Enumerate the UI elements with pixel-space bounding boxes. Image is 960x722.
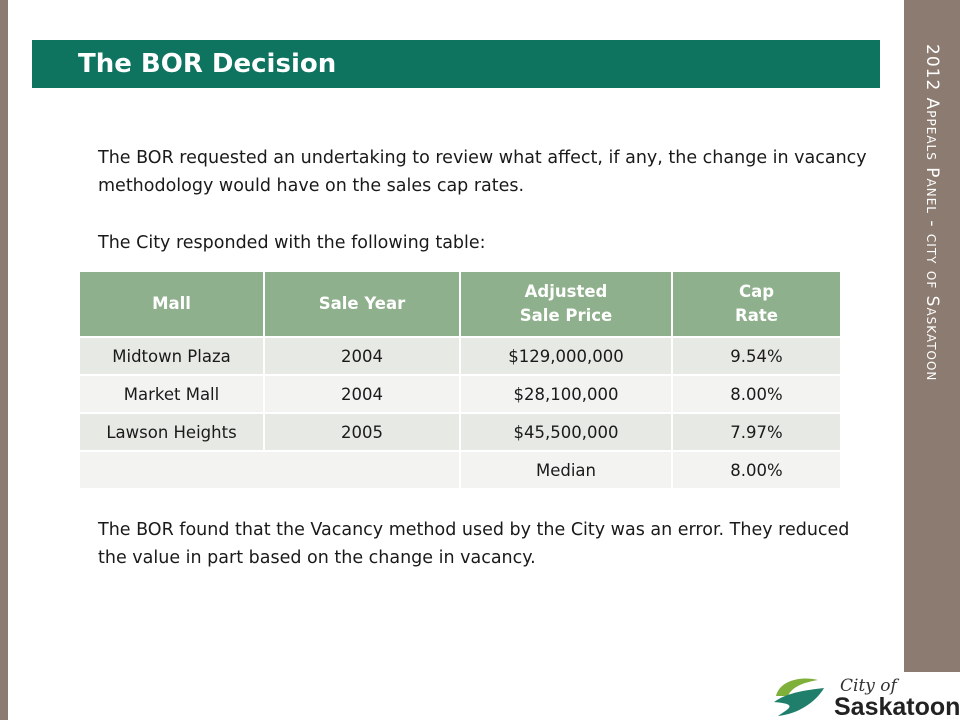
- median-row: Median 8.00%: [80, 450, 840, 488]
- title-bar: The BOR Decision: [32, 40, 880, 88]
- cell-price: $45,500,000: [460, 412, 673, 451]
- table-row: Lawson Heights 2005 $45,500,000 7.97%: [80, 412, 840, 451]
- cell-cap: 8.00%: [672, 374, 840, 413]
- right-side-bar: [904, 0, 960, 672]
- table-header-row: Mall Sale Year Adjusted Sale Price Cap R…: [80, 272, 840, 337]
- cell-cap: 7.97%: [672, 412, 840, 451]
- cell-price: $28,100,000: [460, 374, 673, 413]
- response-paragraph: The City responded with the following ta…: [98, 233, 486, 253]
- median-label: Median: [460, 450, 673, 488]
- cell-mall: Market Mall: [80, 374, 265, 413]
- intro-paragraph: The BOR requested an undertaking to revi…: [98, 148, 867, 196]
- cell-year: 2004: [264, 336, 461, 375]
- header-price-line2: Sale Price: [519, 306, 613, 325]
- header-price-line1: Adjusted: [524, 282, 608, 301]
- header-cap-rate: Cap Rate: [672, 272, 840, 337]
- left-border-bar: [0, 0, 8, 720]
- cap-rate-table: Mall Sale Year Adjusted Sale Price Cap R…: [80, 272, 840, 488]
- median-empty-cell: [80, 450, 461, 488]
- cell-year: 2005: [264, 412, 461, 451]
- side-title: 2012 Appeals Panel - city of Saskatoon: [904, 0, 960, 672]
- logo-saskatoon-text: Saskatoon: [834, 693, 960, 721]
- table-row: Market Mall 2004 $28,100,000 8.00%: [80, 374, 840, 413]
- side-title-text: 2012 Appeals Panel - city of Saskatoon: [922, 44, 942, 382]
- header-adjusted-sale-price: Adjusted Sale Price: [460, 272, 673, 337]
- header-cap-line1: Cap: [738, 282, 775, 301]
- header-cap-line2: Rate: [735, 306, 778, 325]
- table-row: Midtown Plaza 2004 $129,000,000 9.54%: [80, 336, 840, 375]
- cell-cap: 9.54%: [672, 336, 840, 375]
- header-mall: Mall: [80, 272, 265, 337]
- cell-mall: Midtown Plaza: [80, 336, 265, 375]
- median-value: 8.00%: [672, 450, 840, 488]
- slide-title: The BOR Decision: [78, 49, 337, 79]
- saskatoon-logo-mark-icon: [774, 678, 824, 716]
- cell-price: $129,000,000: [460, 336, 673, 375]
- cell-year: 2004: [264, 374, 461, 413]
- finding-paragraph: The BOR found that the Vacancy method us…: [98, 520, 850, 568]
- header-sale-year: Sale Year: [264, 272, 461, 337]
- city-of-saskatoon-logo: City of Saskatoon: [768, 672, 960, 721]
- cell-mall: Lawson Heights: [80, 412, 265, 451]
- logo-city-of-text: City of: [840, 676, 897, 696]
